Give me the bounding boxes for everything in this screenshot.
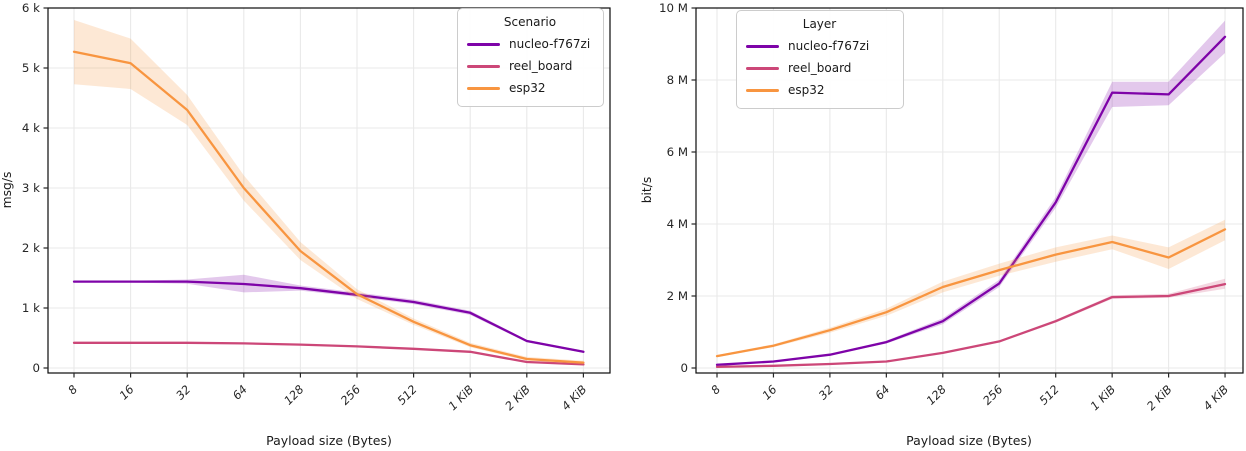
legend-entry-reel-board: reel_board [746, 57, 893, 79]
line-swatch-icon [746, 44, 779, 48]
x-axis-label: Payload size (Bytes) [266, 433, 392, 448]
series-reel_board [72, 341, 585, 366]
series-esp32 [715, 219, 1227, 358]
x-axis-label: Payload size (Bytes) [906, 433, 1032, 448]
legend-entry-nucleo-f767zi: nucleo-f767zi [746, 35, 893, 57]
x-tick-label: 1 KiB [445, 382, 476, 413]
y-axis-ticks: 0 1 k 2 k 3 k 4 k 5 k 6 k [22, 1, 48, 375]
line-swatch-icon [467, 42, 500, 46]
legend-entry-esp32: esp32 [467, 77, 593, 99]
legend-entry-nucleo-f767zi: nucleo-f767zi [467, 33, 593, 55]
x-tick-label: 4 KiB [1200, 382, 1231, 413]
y-tick-label: 5 k [22, 61, 40, 75]
x-tick-label: 8 [708, 382, 723, 397]
y-axis-ticks: 0 2 M 4 M 6 M 8 M 10 M [659, 1, 696, 375]
legend-entry-label: esp32 [509, 81, 546, 95]
series-nucleo-f767zi [72, 274, 585, 353]
series-line-nucleo-f767zi [715, 35, 1227, 366]
legend-entry-esp32: esp32 [746, 79, 893, 101]
x-axis-ticks: 8 16 32 64 128 256 512 1 KiB 2 KiB 4 KiB [708, 373, 1231, 413]
series-line-esp32 [715, 228, 1227, 358]
y-tick-label: 8 M [667, 73, 688, 87]
line-swatch-icon [467, 64, 500, 68]
x-tick-label: 16 [759, 382, 779, 402]
x-tick-label: 64 [872, 382, 892, 402]
line-swatch-icon [746, 66, 779, 70]
y-tick-label: 0 [32, 361, 40, 375]
legend-entry-label: nucleo-f767zi [509, 37, 591, 51]
x-tick-label: 512 [394, 382, 419, 407]
legend-layer: Layer nucleo-f767zi reel_board esp32 [736, 10, 904, 109]
x-tick-label: 256 [980, 382, 1005, 407]
legend-entry-reel-board: reel_board [467, 55, 593, 77]
x-tick-label: 16 [116, 382, 136, 402]
line-swatch-icon [746, 88, 779, 92]
y-tick-label: 4 k [22, 121, 40, 135]
y-tick-label: 0 [680, 361, 688, 375]
series-line-esp32 [72, 50, 585, 364]
series-line-reel_board [72, 341, 585, 366]
series-esp32 [72, 20, 585, 365]
y-tick-label: 4 M [667, 217, 688, 231]
series-band-esp32 [74, 20, 584, 365]
x-tick-label: 32 [173, 382, 193, 402]
y-tick-label: 2 k [22, 241, 40, 255]
legend-entry-label: esp32 [788, 83, 825, 97]
y-tick-label: 10 M [659, 1, 688, 15]
x-tick-label: 2 KiB [1144, 382, 1175, 413]
legend-scenario: Scenario nucleo-f767zi reel_board esp32 [457, 8, 604, 107]
plot-spines [47, 7, 611, 374]
legend-layer-title: Layer [802, 17, 837, 31]
y-tick-label: 3 k [22, 181, 40, 195]
y-tick-label: 2 M [667, 289, 688, 303]
x-tick-label: 4 KiB [559, 382, 590, 413]
legend-scenario-title: Scenario [503, 15, 557, 29]
chart-bit-s: 8 16 32 64 128 256 512 1 KiB 2 KiB 4 KiB 0 2 M 4 M 6 … [640, 1, 1244, 448]
x-tick-label: 64 [230, 382, 250, 402]
x-tick-label: 512 [1036, 382, 1061, 407]
y-axis-label: bit/s [640, 177, 654, 204]
x-tick-label: 32 [816, 382, 836, 402]
series-reel_board [715, 278, 1227, 369]
x-tick-label: 1 KiB [1087, 382, 1118, 413]
y-tick-label: 1 k [22, 301, 40, 315]
legend-entry-label: reel_board [788, 61, 852, 75]
plot-spines [695, 7, 1244, 374]
chart-msg-s: 8 16 32 64 128 256 512 1 KiB 2 KiB 4 KiB 0 1 k 2 k 3 … [0, 1, 611, 448]
series-line-nucleo-f767zi [72, 280, 585, 353]
series-nucleo-f767zi [715, 20, 1227, 366]
series-band-esp32 [717, 219, 1225, 358]
series-line-reel_board [715, 282, 1227, 369]
series-band-reel_board [717, 278, 1225, 368]
y-tick-label: 6 M [667, 145, 688, 159]
legend-entry-label: nucleo-f767zi [788, 39, 870, 53]
legend-entry-label: reel_board [509, 59, 573, 73]
x-tick-label: 8 [65, 382, 80, 397]
x-tick-label: 2 KiB [502, 382, 533, 413]
series-band-nucleo-f767zi [74, 274, 584, 353]
x-tick-label: 128 [281, 382, 306, 407]
x-tick-label: 128 [923, 382, 948, 407]
x-axis-ticks: 8 16 32 64 128 256 512 1 KiB 2 KiB 4 KiB [65, 373, 590, 413]
y-axis-label: msg/s [0, 172, 14, 209]
y-tick-label: 6 k [22, 1, 40, 15]
line-swatch-icon [467, 86, 500, 90]
x-tick-label: 256 [338, 382, 363, 407]
